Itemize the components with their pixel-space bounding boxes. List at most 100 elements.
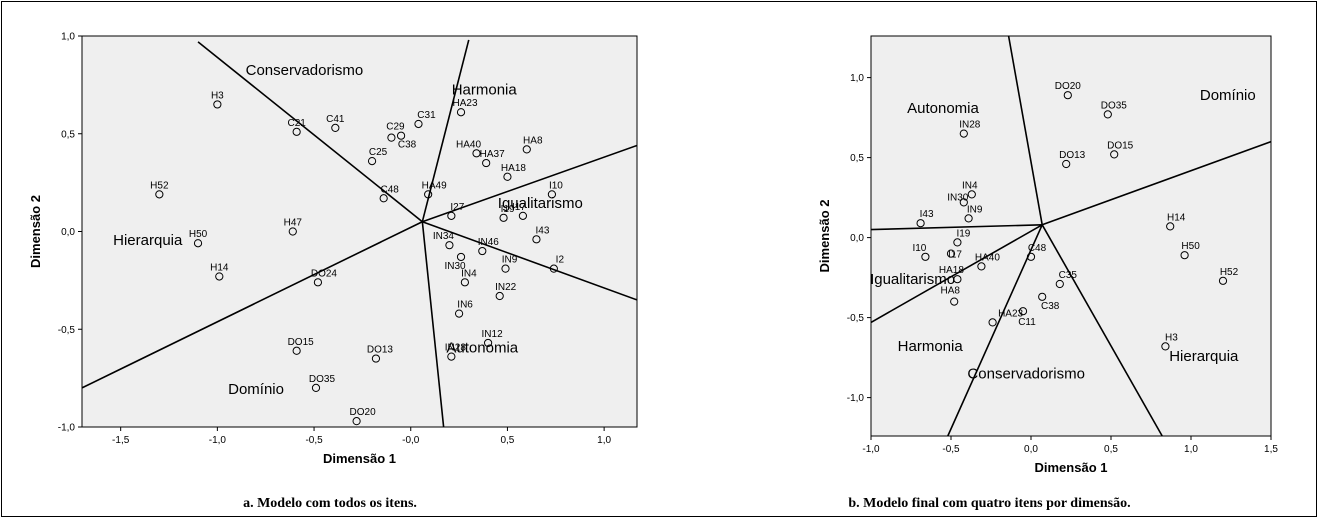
data-point [371,354,381,363]
point-label: HA18 [501,163,526,174]
x-tick-label: -0,0 [402,435,420,446]
y-tick-label: 0,0 [850,233,864,244]
point-label: C35 [1059,270,1078,281]
data-point [1110,150,1119,159]
partition-line [81,221,423,389]
x-tick-label: -1,5 [112,435,130,446]
x-tick-label: -1,0 [862,444,880,455]
point-label: IN12 [482,329,504,340]
point-label: C41 [326,114,345,125]
data-point [988,318,997,327]
point-label: H50 [189,229,208,240]
data-point [292,127,301,136]
data-point [964,214,973,223]
point-label: IN6 [457,300,473,311]
data-point [379,194,388,203]
y-tick-label: 1,0 [850,73,864,84]
data-point [454,309,464,318]
x-axis-label: Dimensão 1 [1035,460,1108,475]
point-label: IN28 [445,343,467,354]
point-label: IN30 [444,261,466,272]
region-label: Igualitarismo [870,271,955,288]
region-label: Autonomia [907,100,979,117]
point-label: IN4 [962,180,978,191]
point-label: I17 [512,202,526,213]
point-label: IN22 [495,282,517,293]
point-label: C11 [1018,317,1036,328]
data-point [967,190,976,199]
data-point [522,145,531,154]
data-point [495,291,504,301]
data-point [953,275,962,284]
data-point [424,190,433,199]
x-axis-label: Dimensão 1 [323,451,396,466]
data-point [215,272,224,281]
partition-line [870,224,1043,231]
y-tick-label: -0,5 [847,313,865,324]
x-tick-label: -0,5 [942,444,960,455]
point-label: HA37 [480,149,505,160]
y-tick-label: 0,0 [61,227,75,238]
x-tick-label: 0,0 [1024,444,1038,455]
caption-b: b. Modelo final com quatro itens por dim… [848,496,1131,511]
partition-line [1041,140,1272,226]
x-tick-label: 0,5 [500,435,514,446]
data-point [499,213,508,222]
region-label: Conservadorismo [967,365,1085,382]
point-label: H50 [1181,241,1200,252]
data-point [549,264,558,273]
region-label: Conservadorismo [246,62,364,79]
data-point [472,149,481,158]
data-point [1062,159,1071,169]
point-label: C38 [398,140,417,151]
point-label: IN28 [959,120,981,131]
point-label: H52 [1220,267,1239,278]
point-label: H52 [150,180,169,191]
data-point [193,239,203,248]
data-point [292,346,301,355]
point-label: DO35 [309,374,336,385]
data-point [977,262,986,271]
data-point [478,246,487,256]
partition-line [422,144,638,223]
point-label: HA23 [998,308,1023,319]
data-point [518,211,528,220]
y-tick-label: 0,5 [850,153,864,164]
point-label: IN9 [967,204,983,215]
point-label: H14 [1167,212,1186,223]
data-point [1166,222,1175,231]
data-point [1038,292,1047,301]
data-point [367,157,377,166]
plot-area [81,35,638,428]
point-label: IN46 [478,237,500,248]
point-label: H3 [1165,332,1178,343]
point-label: I43 [920,209,934,220]
region-label: Domínio [228,381,284,398]
data-point [155,190,164,199]
data-point [311,383,321,392]
data-point [547,190,557,199]
y-tick-label: -1,0 [847,393,865,404]
data-point [946,249,956,258]
point-label: I17 [948,250,962,261]
point-label: H14 [210,262,229,273]
caption-a: a. Modelo com todos os itens. [243,496,417,511]
data-point [483,338,493,348]
data-point [1161,342,1170,351]
plot-area [870,35,1272,437]
point-label: H3 [211,90,224,101]
point-label: I27 [450,202,464,213]
data-point [916,219,925,228]
point-label: DO24 [311,268,338,279]
point-label: I19 [956,228,970,239]
point-label: IN30 [947,192,969,203]
point-label: I10 [912,243,926,254]
partition-line [1041,224,1163,437]
y-tick-label: 1,0 [61,32,75,43]
region-label: Hierarquia [1169,348,1239,365]
point-label: DO15 [1107,140,1134,151]
data-point [1055,279,1064,289]
x-tick-label: -0,5 [305,435,323,446]
point-label: HA23 [453,98,478,109]
